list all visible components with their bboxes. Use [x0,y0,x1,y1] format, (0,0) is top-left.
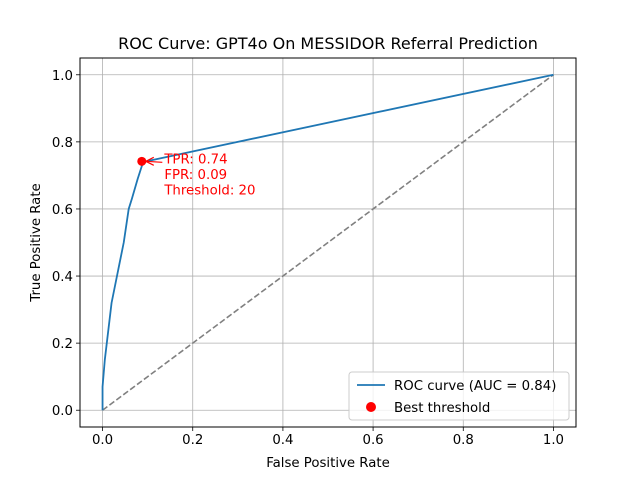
legend: ROC curve (AUC = 0.84) Best threshold [348,371,570,421]
x-tick-label: 0.4 [272,433,293,448]
annotation-text-line: Threshold: 20 [163,183,255,198]
annotation-text-line: FPR: 0.09 [164,168,227,183]
y-tick-label: 0.4 [52,270,73,285]
x-axis-label: False Positive Rate [266,456,390,471]
x-tick-label: 0.8 [453,433,474,448]
x-tick-label: 0.6 [363,433,384,448]
legend-label-roc: ROC curve (AUC = 0.84) [394,379,556,394]
annotation-text-line: TPR: 0.74 [163,152,227,167]
y-tick-label: 0.2 [52,337,73,352]
chart-title: ROC Curve: GPT4o On MESSIDOR Referral Pr… [118,34,538,53]
roc-curve-line [101,73,554,411]
y-axis-label: True Positive Rate [29,183,44,302]
y-axis-ticks: 0.0 0.2 0.4 0.6 0.8 1.0 [52,69,80,419]
legend-label-best: Best threshold [394,401,490,416]
y-tick-label: 0.6 [52,203,73,218]
y-tick-label: 1.0 [52,69,73,84]
annotation-arrow-shaft [145,160,163,163]
x-tick-label: 0.0 [92,433,113,448]
legend-marker-best [366,402,376,412]
y-tick-label: 0.0 [52,404,73,419]
annotation-arrow-head [144,156,155,166]
axes-frame [79,57,577,428]
best-threshold-point [137,156,147,166]
x-tick-label: 0.2 [182,433,203,448]
legend-box [348,371,570,421]
x-axis-ticks: 0.0 0.2 0.4 0.6 0.8 1.0 [92,427,564,448]
x-tick-label: 1.0 [543,433,564,448]
grid [80,58,576,427]
diagonal-reference-line [102,74,554,411]
y-tick-label: 0.8 [52,136,73,151]
